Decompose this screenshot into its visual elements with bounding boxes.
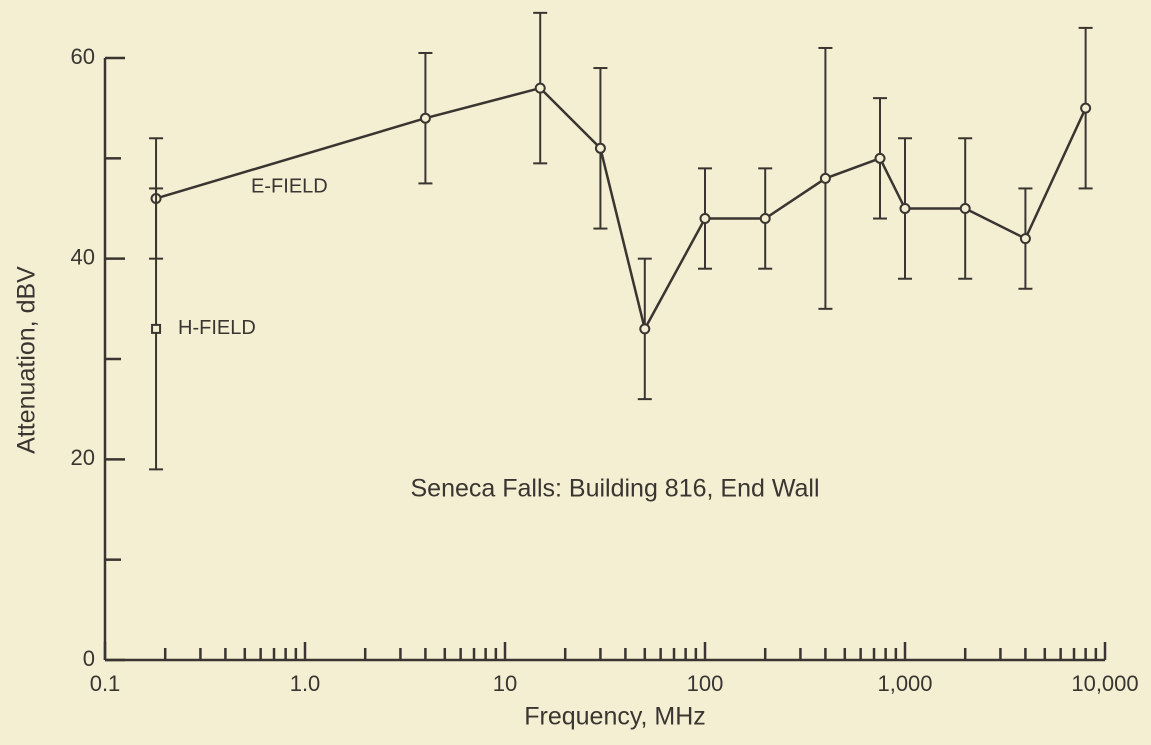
y-tick-label: 0 [83, 646, 95, 671]
marker [819, 172, 831, 184]
marker [419, 112, 431, 124]
marker [1080, 102, 1092, 114]
y-axis-label: Attenuation, dBV [13, 266, 41, 454]
x-tick-label: 10,000 [1071, 671, 1138, 696]
y-tick-label: 20 [71, 445, 95, 470]
y-tick-label: 40 [71, 244, 95, 269]
marker [1019, 233, 1031, 245]
x-tick-label: 10 [493, 671, 517, 696]
annotation: Seneca Falls: Building 816, End Wall [410, 475, 819, 503]
marker [534, 82, 546, 94]
x-tick-label: 1.0 [290, 671, 321, 696]
x-tick-label: 100 [687, 671, 724, 696]
series-label: E-FIELD [251, 176, 328, 198]
marker [151, 323, 162, 334]
x-tick-label: 0.1 [90, 671, 121, 696]
marker [899, 203, 911, 214]
x-tick-label: 1,000 [877, 671, 932, 696]
y-tick-label: 60 [71, 44, 95, 69]
marker [959, 203, 971, 214]
series-label: H-FIELD [178, 317, 256, 339]
marker [594, 142, 606, 154]
marker [639, 323, 651, 335]
marker [874, 152, 886, 164]
marker [759, 213, 771, 225]
marker [699, 213, 711, 225]
x-axis-label: Frequency, MHz [524, 703, 706, 731]
